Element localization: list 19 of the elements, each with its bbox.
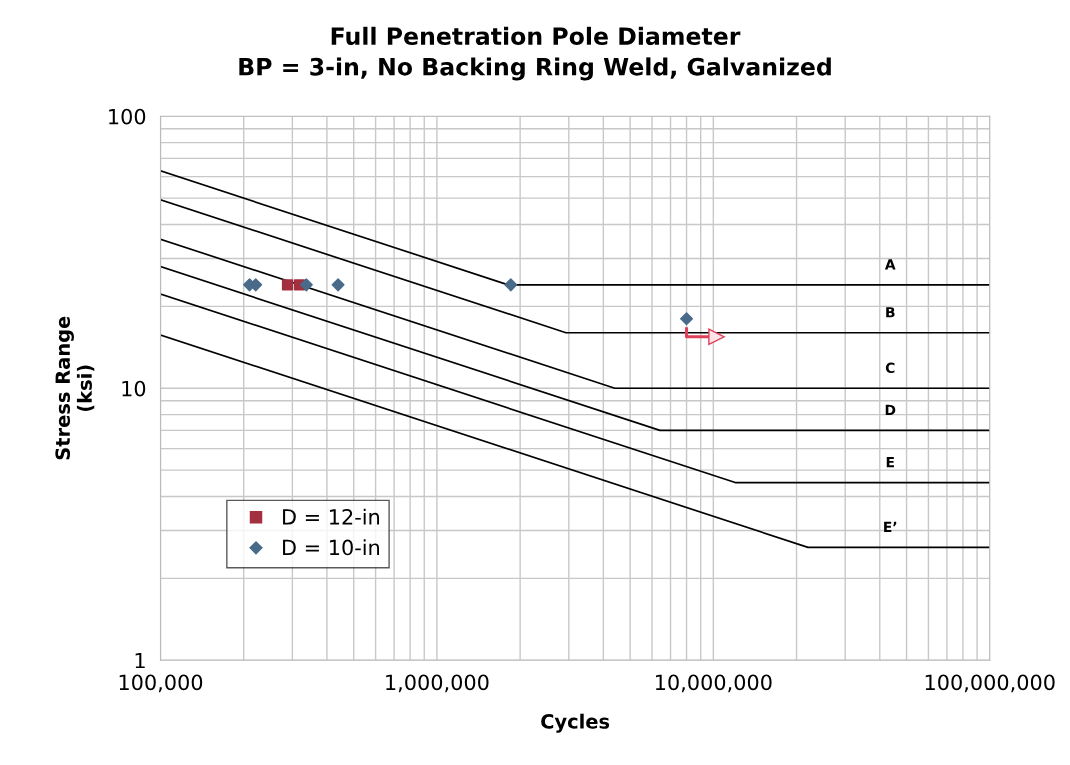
y-tick-label: 1	[135, 652, 145, 669]
x-axis-title: Cycles	[541, 713, 610, 733]
x-tick-label: 10,000,000	[655, 674, 772, 693]
series-label: C	[885, 362, 895, 374]
legend-label: D = 12-in	[283, 508, 379, 525]
series-label: B	[886, 307, 895, 318]
y-tick-label: 10	[122, 380, 146, 397]
x-tick-label: 1,000,000	[386, 674, 489, 693]
x-tick-label: 100,000	[119, 674, 203, 693]
series-label: E’	[884, 521, 897, 532]
chart-title: Full Penetration Pole Diameter	[331, 26, 741, 46]
x-tick-label: 100,000,000	[925, 674, 1055, 693]
series-label: A	[884, 259, 896, 270]
y-tick-label: 100	[109, 108, 146, 125]
legend-label: D = 10-in	[283, 539, 379, 556]
series-label: E	[886, 457, 894, 468]
y-axis-title: Stress Range (ksi)	[55, 316, 95, 460]
series-label: D	[885, 404, 896, 415]
chart-subtitle: BP = 3-in, No Backing Ring Weld, Galvanized	[239, 57, 831, 81]
